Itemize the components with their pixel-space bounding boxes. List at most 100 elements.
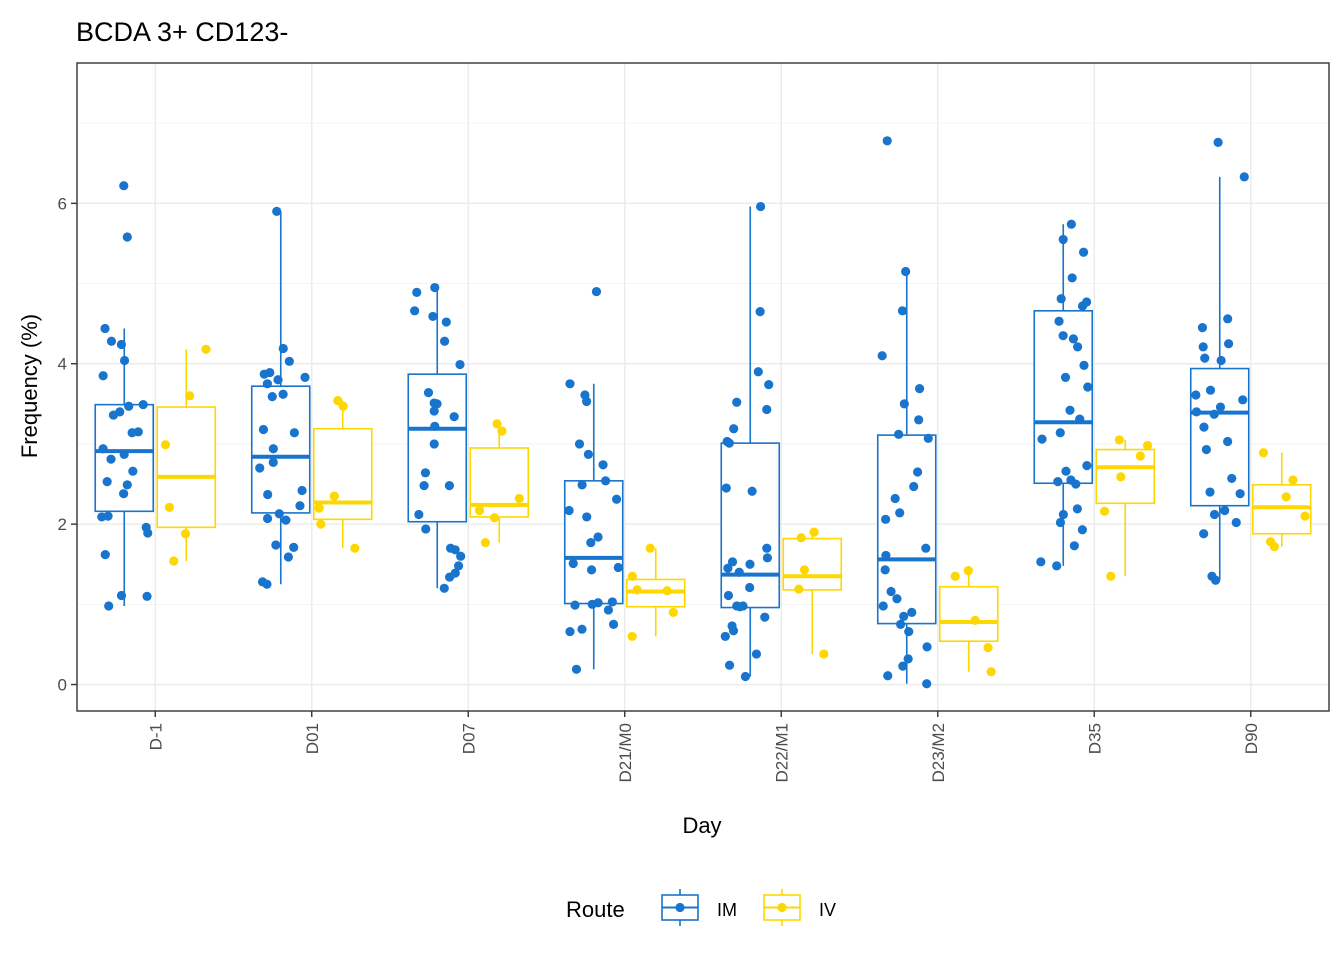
data-point-IM (444, 481, 455, 491)
x-tick-label: D22/M1 (772, 723, 791, 783)
data-point-IV (164, 502, 175, 512)
data-point-IV (1114, 435, 1124, 445)
data-point-IM (892, 594, 902, 604)
data-point-IM (740, 671, 751, 682)
data-point-IM (429, 406, 439, 416)
data-point-IM (1235, 489, 1245, 499)
data-point-IM (122, 480, 132, 490)
data-point-IV (316, 519, 326, 529)
box-IM-D-1 (94, 328, 155, 606)
data-point-IM (262, 513, 273, 524)
y-axis-title: Frequency (%) (17, 314, 42, 458)
data-point-IM (745, 582, 755, 593)
data-point-IM (753, 367, 763, 377)
data-point-IV (632, 585, 642, 595)
data-point-IM (1223, 436, 1233, 447)
data-point-IM (898, 661, 908, 671)
data-point-IM (756, 201, 766, 212)
data-point-IM (1055, 428, 1065, 438)
data-point-IM (591, 286, 602, 297)
x-tick-label: D07 (459, 723, 478, 754)
data-point-IM (300, 372, 310, 382)
data-point-IV (796, 533, 806, 543)
data-point-IM (122, 232, 132, 242)
box-IV-D90 (1251, 452, 1312, 547)
data-point-IM (423, 388, 434, 398)
data-point-IM (1083, 382, 1093, 392)
data-point-IM (882, 136, 892, 146)
data-point-IM (724, 660, 735, 670)
x-tick-label: D35 (1085, 723, 1104, 754)
data-point-IM (1199, 422, 1209, 432)
x-axis-title: Day (682, 813, 721, 838)
box-iqr (782, 537, 843, 591)
data-point-IV (627, 571, 637, 581)
data-point-IM (1205, 487, 1215, 497)
data-point-IM (1082, 460, 1092, 471)
data-point-IM (598, 460, 608, 470)
data-point-IV (963, 566, 973, 576)
y-tick-label: 0 (58, 676, 67, 695)
data-point-IM (106, 454, 116, 464)
data-point-IM (568, 558, 578, 569)
data-point-IM (284, 356, 294, 366)
data-point-IM (297, 485, 307, 496)
box-iqr (720, 442, 781, 609)
data-point-IM (106, 336, 117, 346)
data-point-IM (607, 597, 617, 607)
data-point-IV (1142, 440, 1153, 451)
x-tick-label: D-1 (146, 723, 165, 750)
data-point-IM (268, 444, 278, 454)
data-point-IM (914, 384, 925, 394)
data-point-IM (414, 509, 424, 520)
data-point-IV (627, 631, 637, 642)
data-point-IM (1060, 372, 1071, 382)
data-point-IM (899, 399, 909, 409)
data-point-IM (613, 562, 623, 573)
box-IM-D22/M1 (720, 206, 781, 677)
data-point-IM (455, 359, 465, 370)
data-point-IM (1079, 360, 1089, 370)
data-point-IM (124, 401, 134, 411)
data-point-IM (1054, 316, 1064, 326)
data-point-IM (1053, 477, 1063, 487)
data-point-IM (1055, 517, 1066, 528)
data-point-IM (420, 468, 431, 478)
data-point-IM (1066, 219, 1076, 229)
data-point-IM (127, 428, 137, 438)
data-point-IM (586, 537, 596, 548)
data-point-IM (921, 543, 931, 553)
data-point-IV (185, 391, 195, 401)
data-point-IM (729, 424, 739, 434)
legend-item-IV: IV (763, 889, 836, 926)
data-point-IV (662, 586, 672, 596)
data-point-IM (1239, 172, 1249, 182)
data-point-IM (1058, 331, 1068, 341)
data-point-IM (1227, 473, 1237, 484)
data-point-IM (586, 565, 597, 575)
data-point-IM (428, 311, 438, 322)
plot-area: 0 2 4 6 D-1 D01 D07 D21/M0 D22/M1 D23/M2 D35 D90 (58, 62, 1330, 783)
data-point-IM (295, 501, 305, 511)
y-tick-label: 4 (58, 355, 67, 374)
data-point-IV (819, 649, 829, 659)
data-point-IM (289, 542, 299, 552)
data-point-IV (950, 571, 960, 581)
data-point-IM (582, 512, 592, 522)
data-point-IM (281, 515, 291, 525)
data-point-IM (273, 375, 283, 385)
data-point-IM (593, 532, 603, 542)
data-point-IM (723, 563, 733, 573)
data-point-IV (983, 643, 993, 653)
data-point-IM (1052, 561, 1062, 571)
data-point-IM (735, 602, 745, 612)
data-point-IM (723, 590, 734, 601)
data-point-IM (104, 601, 114, 611)
data-point-IM (755, 307, 765, 317)
data-point-IM (1199, 529, 1209, 539)
box-IM-D23/M2 (876, 271, 937, 684)
legend-item-IM: IM (661, 889, 737, 926)
data-point-IM (762, 553, 773, 563)
data-point-IV (809, 527, 819, 537)
data-point-IV (1269, 541, 1279, 552)
